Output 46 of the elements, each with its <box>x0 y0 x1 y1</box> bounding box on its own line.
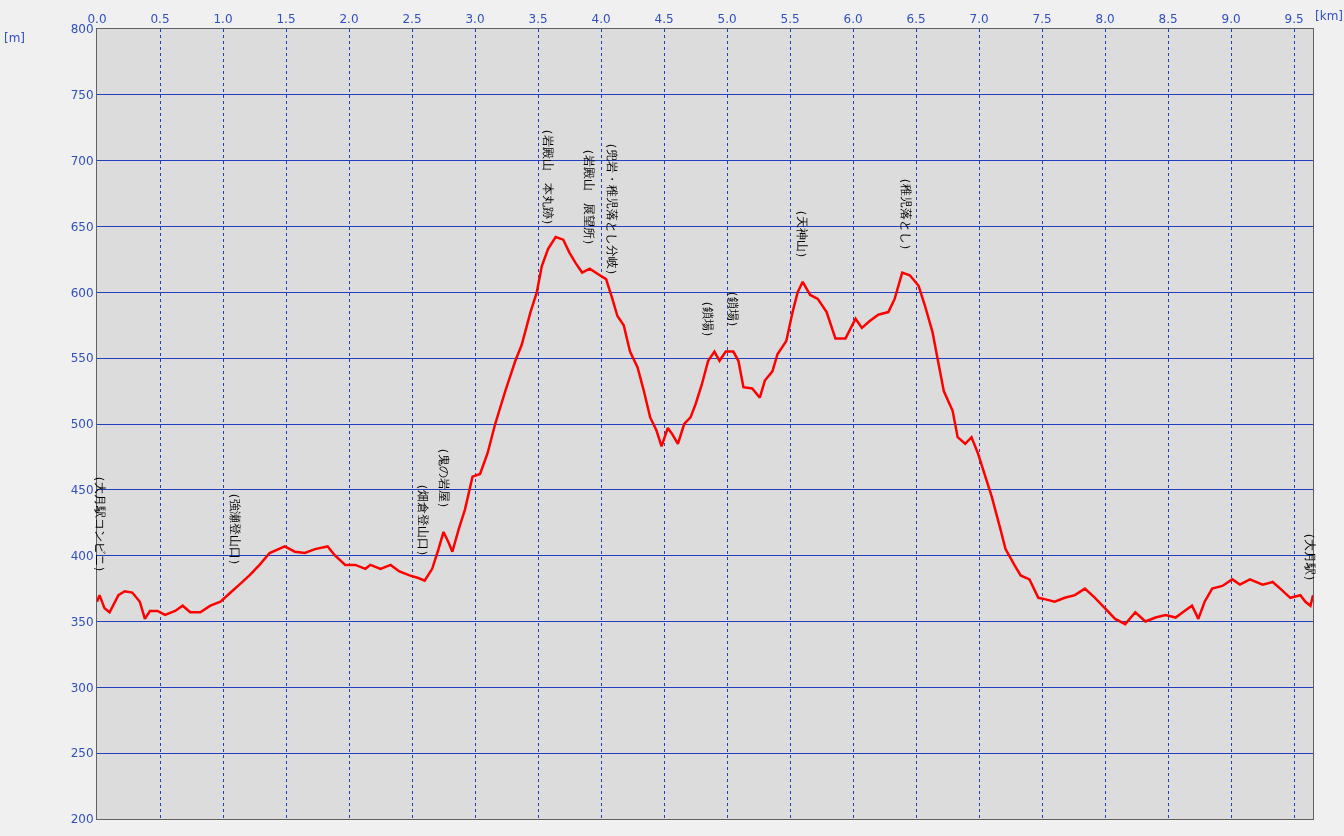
y-tick-label: 300 <box>70 680 94 695</box>
x-tick-label: 1.0 <box>213 12 233 27</box>
y-axis-title: [m] <box>4 31 26 45</box>
x-axis-title: [km] <box>1315 9 1344 23</box>
annotation: （兜岩・稚児落とし分岐） <box>605 136 620 281</box>
annotation: （鎖場） <box>700 294 715 343</box>
y-tick-label: 800 <box>70 22 94 37</box>
y-tick-label: 600 <box>70 285 94 300</box>
y-tick-label: 650 <box>70 219 94 234</box>
y-tick-label: 700 <box>70 153 94 168</box>
y-tick-label: 200 <box>70 812 94 827</box>
y-tick-label: 750 <box>70 88 94 103</box>
x-tick-label: 7.0 <box>969 12 989 27</box>
annotation: （鎖場） <box>725 285 740 334</box>
x-tick-label: 9.0 <box>1221 12 1241 27</box>
x-tick-label: 8.0 <box>1095 12 1115 27</box>
annotation: （大月駅コンビニ） <box>92 469 107 578</box>
annotation: （畑倉登山口） <box>416 478 431 563</box>
x-tick-label: 4.5 <box>654 12 674 27</box>
x-tick-label: 6.0 <box>843 12 863 27</box>
annotation: （稚児落とし） <box>898 171 913 256</box>
x-tick-label: 6.5 <box>906 12 926 27</box>
annotation: （強瀬登山口） <box>228 486 243 571</box>
x-tick-label: 9.5 <box>1284 12 1304 27</box>
x-tick-label: 5.0 <box>717 12 737 27</box>
y-tick-label: 250 <box>70 746 94 761</box>
annotation: （大月駅） <box>1303 527 1318 588</box>
x-tick-label: 8.5 <box>1158 12 1178 27</box>
x-tick-label: 5.5 <box>780 12 800 27</box>
x-tick-label: 0.5 <box>150 12 170 27</box>
annotation: （岩殿山 展望所） <box>582 142 597 251</box>
y-tick-label: 350 <box>70 614 94 629</box>
x-tick-label: 2.5 <box>402 12 422 27</box>
y-tick-label: 550 <box>70 351 94 366</box>
x-tick-label: 2.0 <box>339 12 359 27</box>
x-tick-label: 4.0 <box>591 12 611 27</box>
x-tick-label: 3.0 <box>465 12 485 27</box>
y-tick-label: 450 <box>70 483 94 498</box>
annotation: （岩殿山 本丸跡） <box>541 122 555 231</box>
y-tick-label: 400 <box>70 548 94 563</box>
annotation: （天神山） <box>795 204 810 265</box>
x-tick-label: 1.5 <box>276 12 296 27</box>
x-tick-label: 3.5 <box>528 12 548 27</box>
annotation: （鬼の岩屋） <box>436 442 451 515</box>
y-tick-label: 500 <box>70 417 94 432</box>
x-tick-label: 7.5 <box>1032 12 1052 27</box>
